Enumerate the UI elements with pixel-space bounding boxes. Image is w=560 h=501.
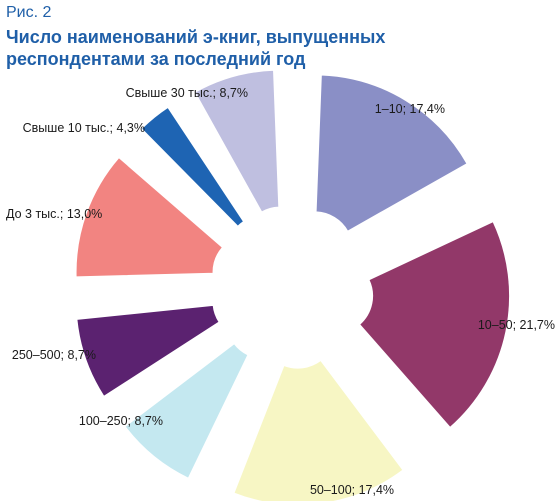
- pie-slice-1: [315, 74, 468, 232]
- slice-label-6: До 3 тыс.; 13,0%: [6, 207, 102, 221]
- figure-label: Рис. 2: [6, 4, 52, 21]
- slice-label-1: 1–10; 17,4%: [375, 102, 445, 116]
- pie-slice-8: [194, 69, 280, 213]
- pie-slice-3: [233, 359, 404, 501]
- pie-slice-2: [358, 221, 511, 429]
- chart-title-line-2: респондентами за последний год: [6, 49, 306, 69]
- slice-label-8: Свыше 30 тыс.; 8,7%: [126, 86, 248, 100]
- slice-label-4: 100–250; 8,7%: [79, 414, 163, 428]
- pie-slice-7: [140, 106, 245, 227]
- slice-label-2: 10–50; 21,7%: [478, 318, 555, 332]
- slice-label-5: 250–500; 8,7%: [12, 348, 96, 362]
- chart-title: Число наименований э-книг, выпущенных ре…: [6, 26, 426, 70]
- slice-label-7: Свыше 10 тыс.; 4,3%: [23, 121, 145, 135]
- slice-label-3: 50–100; 17,4%: [310, 483, 394, 497]
- pie-slice-4: [124, 342, 249, 479]
- chart-title-line-1: Число наименований э-книг, выпущенных: [6, 27, 386, 47]
- pie-slice-6: [75, 156, 224, 278]
- pie-slice-5: [76, 304, 220, 398]
